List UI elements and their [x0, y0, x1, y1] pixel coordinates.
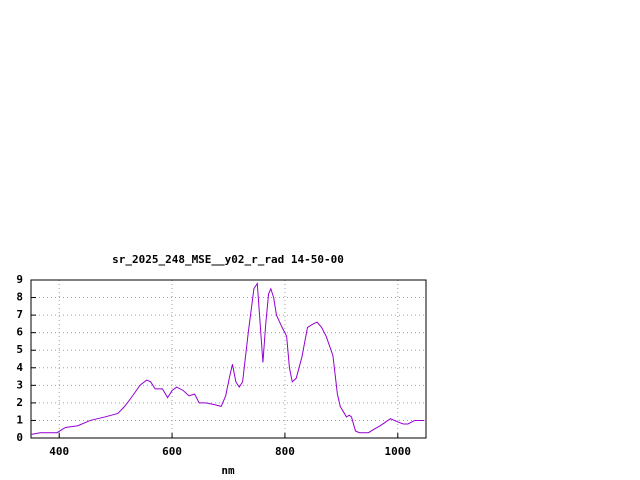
y-tick-label: 0 [16, 431, 23, 444]
y-tick-label: 3 [16, 378, 23, 391]
y-tick-label: 9 [16, 273, 23, 286]
y-tick-label: 1 [16, 413, 23, 426]
x-axis-label: nm [221, 464, 235, 477]
x-tick-label: 400 [49, 445, 69, 458]
y-tick-label: 4 [16, 361, 23, 374]
chart-title: sr_2025_248_MSE__y02_r_rad 14-50-00 [112, 253, 344, 266]
x-tick-label: 600 [162, 445, 182, 458]
x-tick-label: 1000 [385, 445, 412, 458]
y-tick-label: 8 [16, 291, 23, 304]
y-tick-label: 6 [16, 326, 23, 339]
plot-frame [30, 279, 427, 439]
x-tick-label: 800 [275, 445, 295, 458]
y-tick-label: 7 [16, 308, 23, 321]
y-tick-label: 2 [16, 396, 23, 409]
data-line [30, 281, 425, 435]
y-tick-label: 5 [16, 343, 23, 356]
